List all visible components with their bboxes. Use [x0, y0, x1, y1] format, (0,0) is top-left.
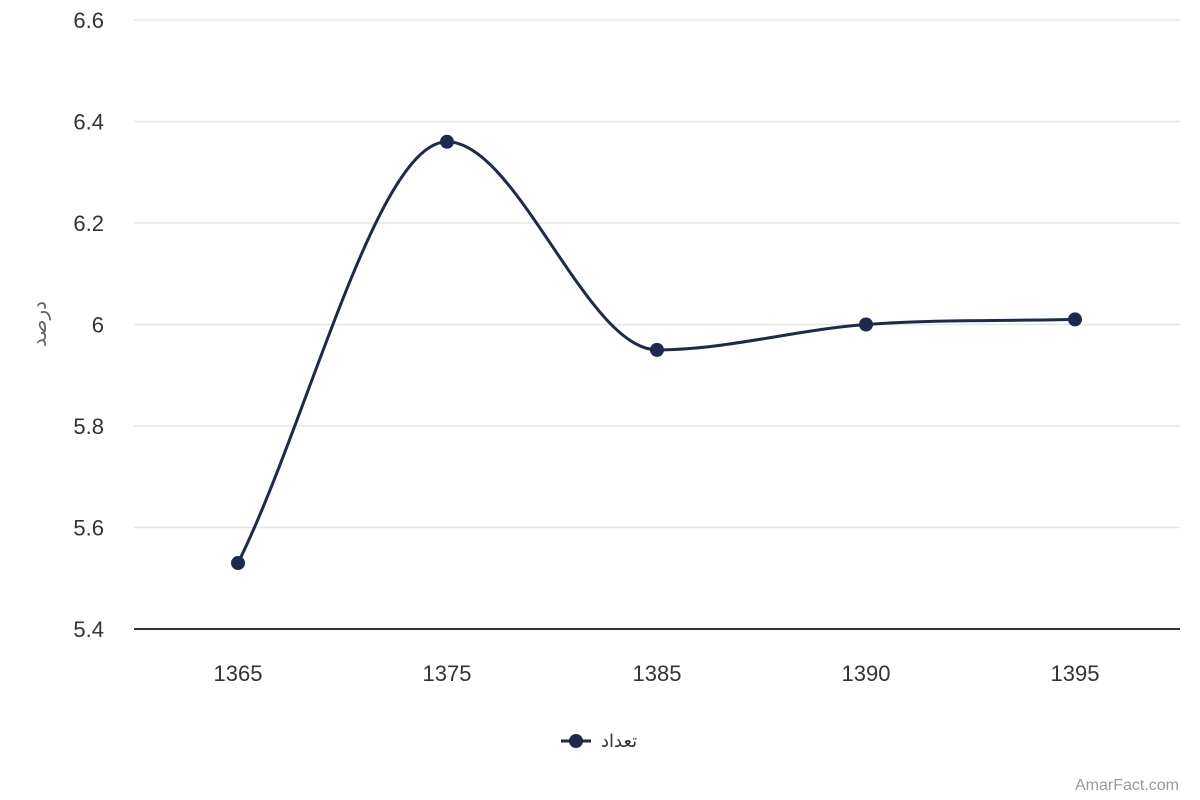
x-tick-label: 1385 [633, 661, 682, 686]
series-line [236, 140, 1076, 564]
y-tick-label: 5.4 [73, 617, 104, 642]
x-tick-label: 1365 [214, 661, 263, 686]
grid-lines [134, 19, 1180, 529]
y-tick-label: 5.6 [73, 516, 104, 541]
x-tick-label: 1390 [842, 661, 891, 686]
y-axis-title: درصد [27, 301, 51, 347]
legend-label[interactable]: تعداد [601, 731, 637, 752]
series-points [231, 134, 1082, 571]
x-tick-label: 1375 [423, 661, 472, 686]
y-tick-label: 5.8 [73, 414, 104, 439]
data-point[interactable] [231, 556, 245, 571]
legend-marker [569, 734, 583, 748]
data-point[interactable] [859, 317, 873, 332]
legend[interactable]: تعداد [561, 731, 637, 752]
x-axis-tick-labels: 1365 1375 1385 1390 1395 [214, 661, 1100, 686]
data-point[interactable] [1068, 312, 1082, 327]
data-point[interactable] [650, 342, 664, 357]
y-tick-label: 6.4 [73, 110, 104, 135]
credit-link[interactable]: AmarFact.com [1075, 777, 1179, 794]
y-tick-label: 6.6 [73, 8, 104, 33]
y-tick-label: 6 [92, 313, 104, 338]
data-point[interactable] [440, 134, 454, 149]
x-tick-label: 1395 [1051, 661, 1100, 686]
y-tick-label: 6.2 [73, 211, 104, 236]
y-axis-tick-labels: 5.4 5.6 5.8 6 6.2 6.4 6.6 [73, 8, 104, 642]
